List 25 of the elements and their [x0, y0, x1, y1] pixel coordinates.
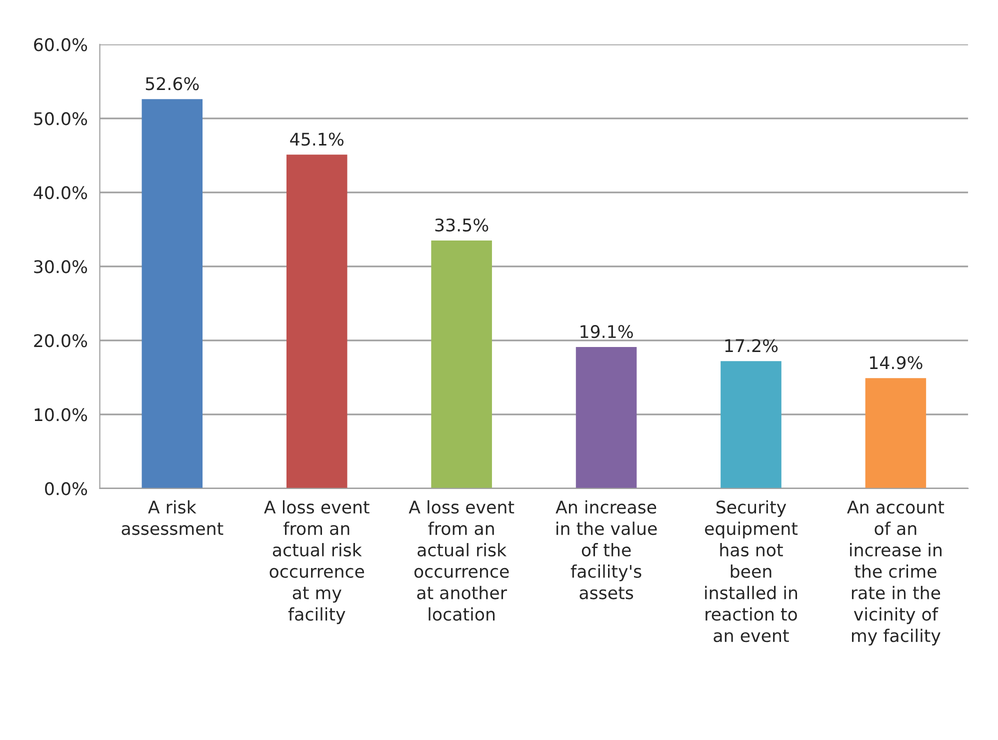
y-tick-label: 50.0% — [34, 112, 88, 126]
x-tick-label: A loss event from an actual risk occurrence at another location — [408, 500, 514, 621]
x-tick-label: An account of an increase in the crime rate in the vicinity of my facility — [847, 500, 944, 646]
y-tick-label: 10.0% — [34, 408, 88, 422]
x-tick-label: A risk assessment — [122, 500, 224, 536]
data-label: 52.6% — [146, 77, 199, 90]
bar — [142, 99, 203, 488]
data-label: 17.2% — [725, 339, 778, 352]
data-label: 33.5% — [435, 218, 488, 232]
y-tick-label: 20.0% — [34, 334, 88, 348]
y-tick-label: 0.0% — [45, 482, 88, 496]
data-label: 19.1% — [580, 325, 633, 338]
y-tick-label: 40.0% — [34, 186, 88, 200]
x-tick-label: Security equipment has not been installed in reaction to an event — [704, 500, 798, 642]
bar — [431, 240, 492, 488]
bar — [865, 378, 926, 488]
y-tick-label: 30.0% — [34, 260, 88, 274]
x-tick-label: An increase in the value of the facility's assets — [556, 500, 657, 600]
data-label: 14.9% — [870, 356, 922, 370]
bar — [576, 347, 637, 488]
y-tick-label: 60.0% — [34, 38, 88, 52]
data-label: 45.1% — [290, 132, 344, 146]
bar — [720, 361, 782, 488]
x-tick-label: A loss event from an actual risk occurrence at my facility — [264, 500, 370, 624]
bar — [286, 154, 348, 488]
